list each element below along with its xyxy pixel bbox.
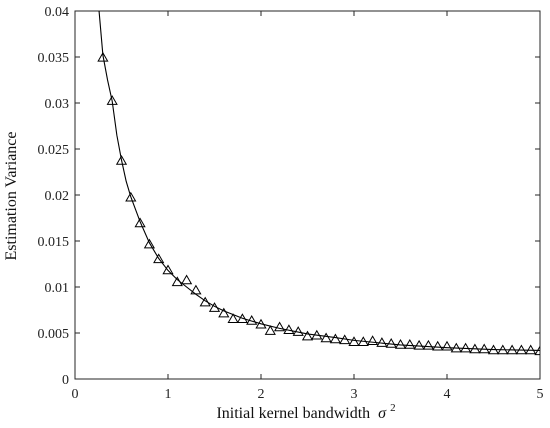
y-tick-label: 0.03 xyxy=(45,97,70,112)
data-point-marker xyxy=(208,302,221,312)
data-point-marker xyxy=(301,330,314,341)
data-point-marker xyxy=(292,326,304,336)
data-point-marker xyxy=(441,340,453,351)
data-point-marker xyxy=(376,337,388,347)
x-tick-label: 0 xyxy=(72,387,79,402)
data-point-marker xyxy=(115,154,128,165)
data-point-marker xyxy=(497,344,509,355)
y-tick-label: 0.035 xyxy=(38,51,70,66)
data-point-marker xyxy=(525,344,537,355)
data-point-marker xyxy=(404,338,416,349)
x-axis-label-superscript: 2 xyxy=(390,402,396,414)
data-point-marker xyxy=(125,191,137,202)
data-point-marker xyxy=(348,336,360,346)
data-point-marker xyxy=(311,329,323,340)
data-point-marker xyxy=(487,344,500,355)
data-point-marker xyxy=(143,238,156,249)
y-tick-label: 0 xyxy=(62,373,69,388)
fitted-curve xyxy=(98,11,540,352)
x-tick-label: 5 xyxy=(537,387,544,402)
data-point-marker xyxy=(459,342,472,353)
x-tick-label: 1 xyxy=(165,387,172,402)
x-axis-label: Initial kernel bandwidth σ 2 xyxy=(216,402,395,422)
data-point-marker xyxy=(478,343,490,354)
plot-frame xyxy=(74,10,541,380)
data-point-marker xyxy=(199,296,211,307)
y-tick-label: 0.04 xyxy=(45,5,70,20)
data-point-marker xyxy=(515,344,528,355)
data-point-marker xyxy=(106,95,118,105)
data-point-marker xyxy=(366,335,379,346)
data-point-marker xyxy=(469,343,481,354)
data-point-marker xyxy=(246,315,258,325)
data-point-marker xyxy=(385,338,397,348)
data-point-marker xyxy=(171,276,183,287)
x-tick-label: 3 xyxy=(351,387,358,402)
data-point-marker xyxy=(255,318,267,329)
data-point-marker xyxy=(394,338,407,349)
data-point-marker xyxy=(236,313,249,323)
data-point-marker xyxy=(227,313,239,323)
y-tick-label: 0.01 xyxy=(45,281,70,296)
data-point-marker xyxy=(534,345,540,356)
data-point-marker xyxy=(413,339,425,350)
data-point-marker xyxy=(97,51,109,62)
data-point-marker xyxy=(273,321,286,332)
data-point-marker xyxy=(264,325,276,335)
data-point-marker xyxy=(153,253,165,264)
y-tick-label: 0.015 xyxy=(38,235,70,250)
data-point-marker xyxy=(320,332,332,343)
y-axis-label: Estimation Variance xyxy=(3,132,20,261)
data-point-marker xyxy=(339,334,351,345)
data-point-marker xyxy=(357,336,369,346)
y-tick-label: 0.025 xyxy=(38,143,70,158)
y-tick-label: 0.02 xyxy=(45,189,70,204)
data-point-marker xyxy=(134,217,146,228)
x-tick-label: 2 xyxy=(258,387,265,402)
data-point-marker xyxy=(329,333,342,344)
data-point-marker xyxy=(218,307,230,318)
x-axis-label-text: Initial kernel bandwidth xyxy=(216,405,370,422)
y-tick-label: 0.005 xyxy=(38,327,70,342)
data-point-marker xyxy=(190,284,202,295)
data-point-marker xyxy=(162,264,174,275)
data-point-marker xyxy=(450,342,462,353)
data-point-marker xyxy=(432,340,444,351)
data-point-marker xyxy=(506,344,518,355)
data-point-marker xyxy=(180,274,193,285)
data-point-marker xyxy=(422,339,435,350)
data-point-marker xyxy=(283,324,295,334)
x-tick-label: 4 xyxy=(444,387,451,402)
x-axis-label-symbol: σ xyxy=(378,405,387,422)
